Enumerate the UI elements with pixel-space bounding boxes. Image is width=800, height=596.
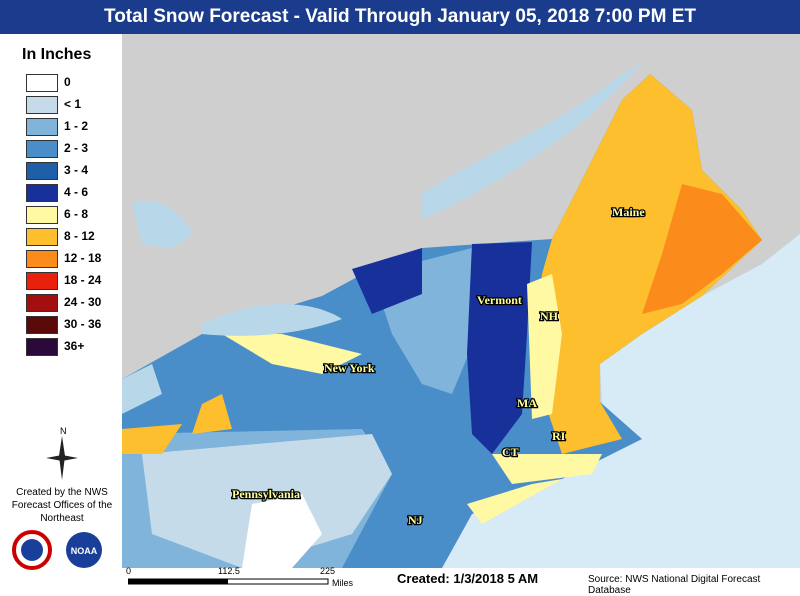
footer: 0 112.5 225 Miles Created: 1/3/2018 5 AM…: [122, 566, 800, 596]
legend-swatch: [26, 184, 58, 202]
legend-swatch: [26, 140, 58, 158]
state-label: MA: [517, 396, 537, 410]
credit: Created by the NWS Forecast Offices of t…: [11, 487, 113, 524]
map: Maine Vermont NH New York MA RI CT Penns…: [122, 34, 800, 568]
legend-swatch: [26, 338, 58, 356]
legend-label: 12 - 18: [64, 251, 102, 266]
legend-item: 30 - 36: [26, 316, 101, 334]
scale-label: 0: [126, 566, 132, 576]
state-label: CT: [502, 445, 519, 459]
legend-item: 18 - 24: [26, 272, 101, 290]
legend-item: 2 - 3: [26, 140, 88, 158]
legend-label: 3 - 4: [64, 163, 89, 178]
compass: [46, 436, 78, 480]
legend-swatch: [26, 294, 58, 312]
legend-item: 4 - 6: [26, 184, 88, 202]
legend-label: 18 - 24: [64, 273, 102, 288]
legend-item: 8 - 12: [26, 228, 95, 246]
legend-swatch: [26, 272, 58, 290]
state-label: Pennsylvania: [232, 487, 300, 501]
legend-swatch: [26, 118, 58, 136]
scale-label: 225: [320, 566, 336, 576]
legend-swatch: [26, 96, 58, 114]
legend-label: 0: [64, 75, 71, 90]
legend-title: In Inches: [22, 46, 92, 63]
legend: In Inches 0 < 1 1 - 2 2 - 3 3 - 4 4 - 6 6 - 8 8…: [0, 34, 122, 570]
legend-swatch: [26, 74, 58, 92]
legend-item: 36+: [26, 338, 84, 356]
legend-label: 8 - 12: [64, 229, 95, 244]
legend-label: 6 - 8: [64, 207, 89, 222]
logo-text: NOAA: [71, 546, 98, 556]
legend-swatch: [26, 162, 58, 180]
legend-label: < 1: [64, 97, 82, 112]
created-date: Created: 1/3/2018 5 AM: [397, 571, 539, 586]
scale-label: 112.5: [218, 566, 240, 576]
logos: NOAA: [12, 530, 102, 570]
legend-swatch: [26, 206, 58, 224]
state-label: New York: [324, 361, 375, 375]
legend-item: 12 - 18: [26, 250, 101, 268]
scale-unit: Miles: [332, 578, 354, 588]
legend-item: 24 - 30: [26, 294, 101, 312]
source: Source: NWS National Digital Forecast Da…: [588, 574, 761, 596]
title-bar: Total Snow Forecast - Valid Through Janu…: [0, 0, 800, 34]
legend-label: 4 - 6: [64, 185, 89, 200]
state-label: RI: [552, 429, 566, 443]
legend-label: 30 - 36: [64, 317, 102, 332]
legend-swatch: [26, 316, 58, 334]
legend-item: 1 - 2: [26, 118, 88, 136]
legend-swatch: [26, 250, 58, 268]
legend-label: 1 - 2: [64, 119, 89, 134]
legend-item: 6 - 8: [26, 206, 88, 224]
scale-bar: [128, 578, 329, 585]
legend-item: < 1: [26, 96, 81, 114]
legend-label: 36+: [64, 339, 85, 354]
legend-label: 24 - 30: [64, 295, 102, 310]
legend-item: 0: [26, 74, 71, 92]
compass-label: N: [60, 426, 67, 436]
state-label: NJ: [408, 513, 423, 527]
legend-label: 2 - 3: [64, 141, 89, 156]
state-label: Maine: [612, 205, 645, 219]
legend-swatch: [26, 228, 58, 246]
state-label: Vermont: [477, 293, 522, 307]
state-label: NH: [540, 309, 559, 323]
legend-item: 3 - 4: [26, 162, 88, 180]
